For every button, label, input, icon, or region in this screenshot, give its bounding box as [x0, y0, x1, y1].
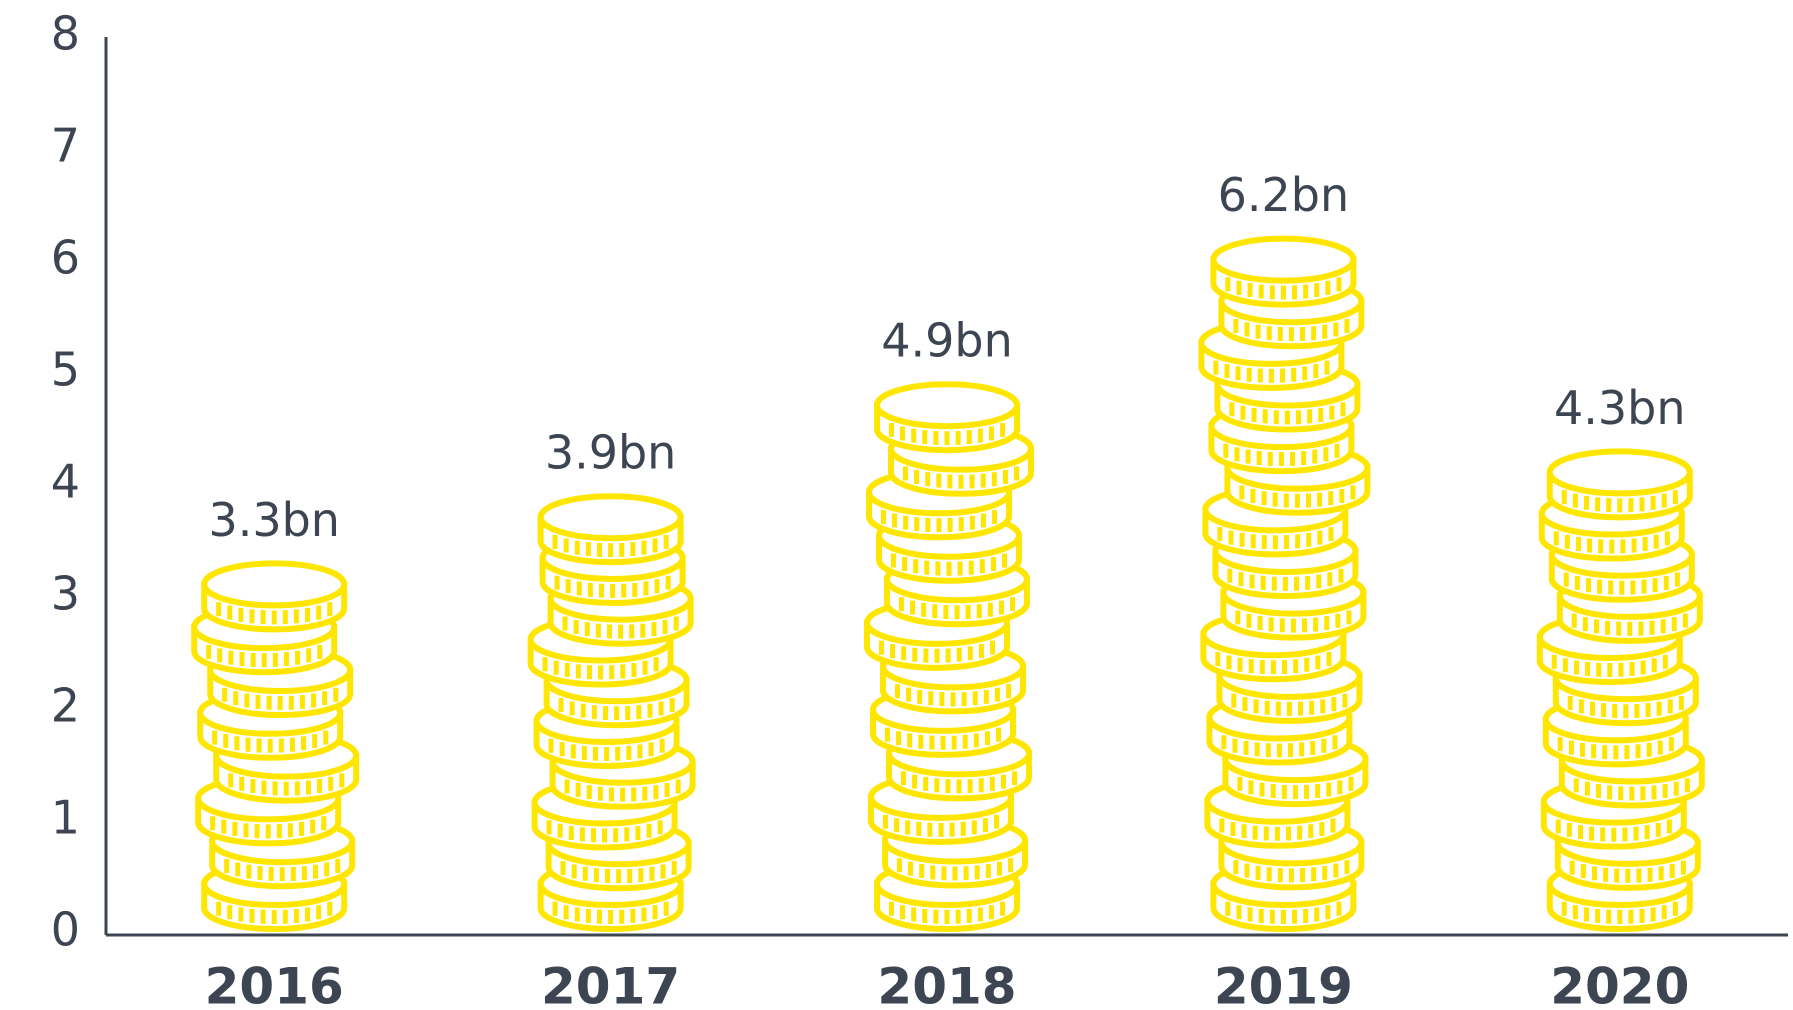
coin-face [541, 496, 681, 538]
coin-stack [1540, 451, 1702, 929]
coin-stack [194, 563, 356, 929]
coin-stack [531, 496, 693, 929]
y-tick-label: 8 [51, 7, 80, 61]
coin-face [204, 563, 344, 605]
y-tick-label: 4 [51, 455, 80, 509]
coin-stack [1201, 239, 1367, 929]
coin-face [877, 384, 1017, 426]
x-tick-label: 2018 [877, 958, 1016, 1010]
y-tick-label: 0 [51, 903, 80, 957]
x-tick-label: 2019 [1214, 958, 1353, 1010]
y-tick-label: 2 [51, 679, 80, 733]
coin-stack [867, 384, 1031, 929]
value-label: 3.3bn [208, 493, 340, 547]
y-tick-label: 5 [51, 343, 80, 397]
coin-face [1550, 451, 1690, 493]
y-tick-label: 1 [51, 791, 80, 845]
x-tick-label: 2020 [1550, 958, 1689, 1010]
chart: 0 1 2 3 4 5 6 7 8 2016 3.3bn 2017 3.9bn 2018 4.9bn 2019… [0, 0, 1793, 1010]
value-label: 4.3bn [1554, 381, 1686, 435]
value-label: 3.9bn [545, 426, 677, 480]
coin-face [1213, 239, 1353, 281]
value-label: 6.2bn [1218, 168, 1350, 222]
y-tick-label: 7 [51, 119, 80, 173]
x-tick-label: 2017 [541, 958, 680, 1010]
y-tick-label: 6 [51, 231, 80, 285]
y-tick-label: 3 [51, 567, 80, 621]
x-tick-label: 2016 [205, 958, 344, 1010]
value-label: 4.9bn [881, 314, 1013, 368]
